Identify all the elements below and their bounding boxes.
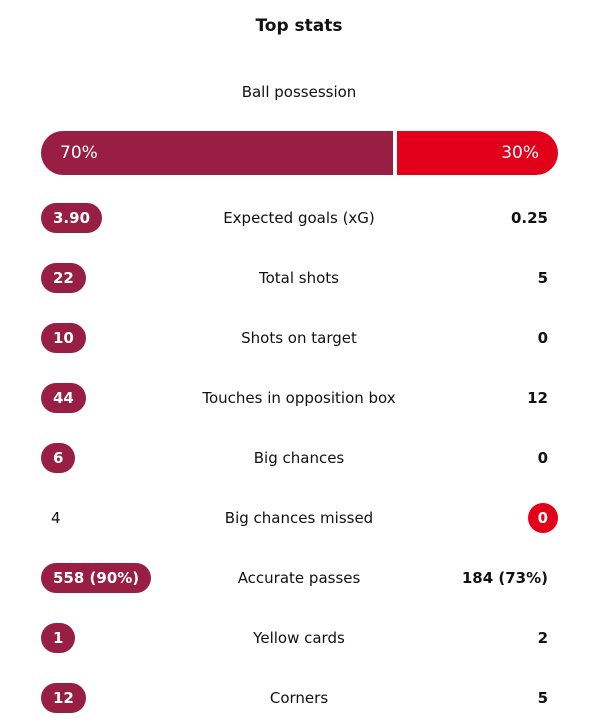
- stat-label: Big chances: [253, 449, 345, 467]
- stat-row: Accurate passes 558 (90%) 184 (73%): [0, 563, 598, 593]
- home-value: 6: [41, 443, 76, 473]
- away-value: 0: [527, 503, 558, 533]
- stat-row: Expected goals (xG) 3.90 0.25: [0, 203, 598, 233]
- home-value: 3.90: [41, 203, 103, 233]
- home-value: 558 (90%): [41, 563, 152, 593]
- away-value: 0: [537, 449, 548, 467]
- stat-label: Shots on target: [241, 329, 357, 347]
- away-value: 5: [537, 689, 548, 707]
- stat-label: Yellow cards: [253, 629, 345, 647]
- stat-label: Touches in opposition box: [202, 389, 396, 407]
- home-value: 10: [41, 323, 86, 353]
- stat-label: Corners: [269, 689, 329, 707]
- stat-row: Touches in opposition box 44 12: [0, 383, 598, 413]
- away-value: 5: [537, 269, 548, 287]
- away-possession: 30%: [396, 131, 558, 175]
- away-value: 2: [537, 629, 548, 647]
- home-value: 44: [41, 383, 86, 413]
- possession-bar: 70% 30%: [41, 131, 558, 175]
- stat-label: Big chances missed: [224, 509, 374, 527]
- away-value: 184 (73%): [461, 569, 548, 587]
- title: Top stats: [255, 16, 343, 36]
- stat-row: Big chances missed 4 0: [0, 503, 598, 533]
- away-value: 0: [537, 329, 548, 347]
- stat-row: Yellow cards 1 2: [0, 623, 598, 653]
- stat-row: Big chances 6 0: [0, 443, 598, 473]
- stat-row: Shots on target 10 0: [0, 323, 598, 353]
- home-value: 1: [41, 623, 76, 653]
- stat-label: Expected goals (xG): [223, 209, 375, 227]
- home-value: 22: [41, 263, 86, 293]
- stat-row: Total shots 22 5: [0, 263, 598, 293]
- stat-label: Total shots: [259, 269, 339, 287]
- away-value: 0.25: [510, 209, 548, 227]
- stat-label: Accurate passes: [237, 569, 361, 587]
- home-value: 12: [41, 683, 86, 713]
- stat-row: Corners 12 5: [0, 683, 598, 713]
- away-value: 12: [527, 389, 548, 407]
- possession-label: Ball possession: [241, 83, 357, 101]
- home-possession: 70%: [41, 131, 393, 175]
- home-value: 4: [51, 509, 61, 527]
